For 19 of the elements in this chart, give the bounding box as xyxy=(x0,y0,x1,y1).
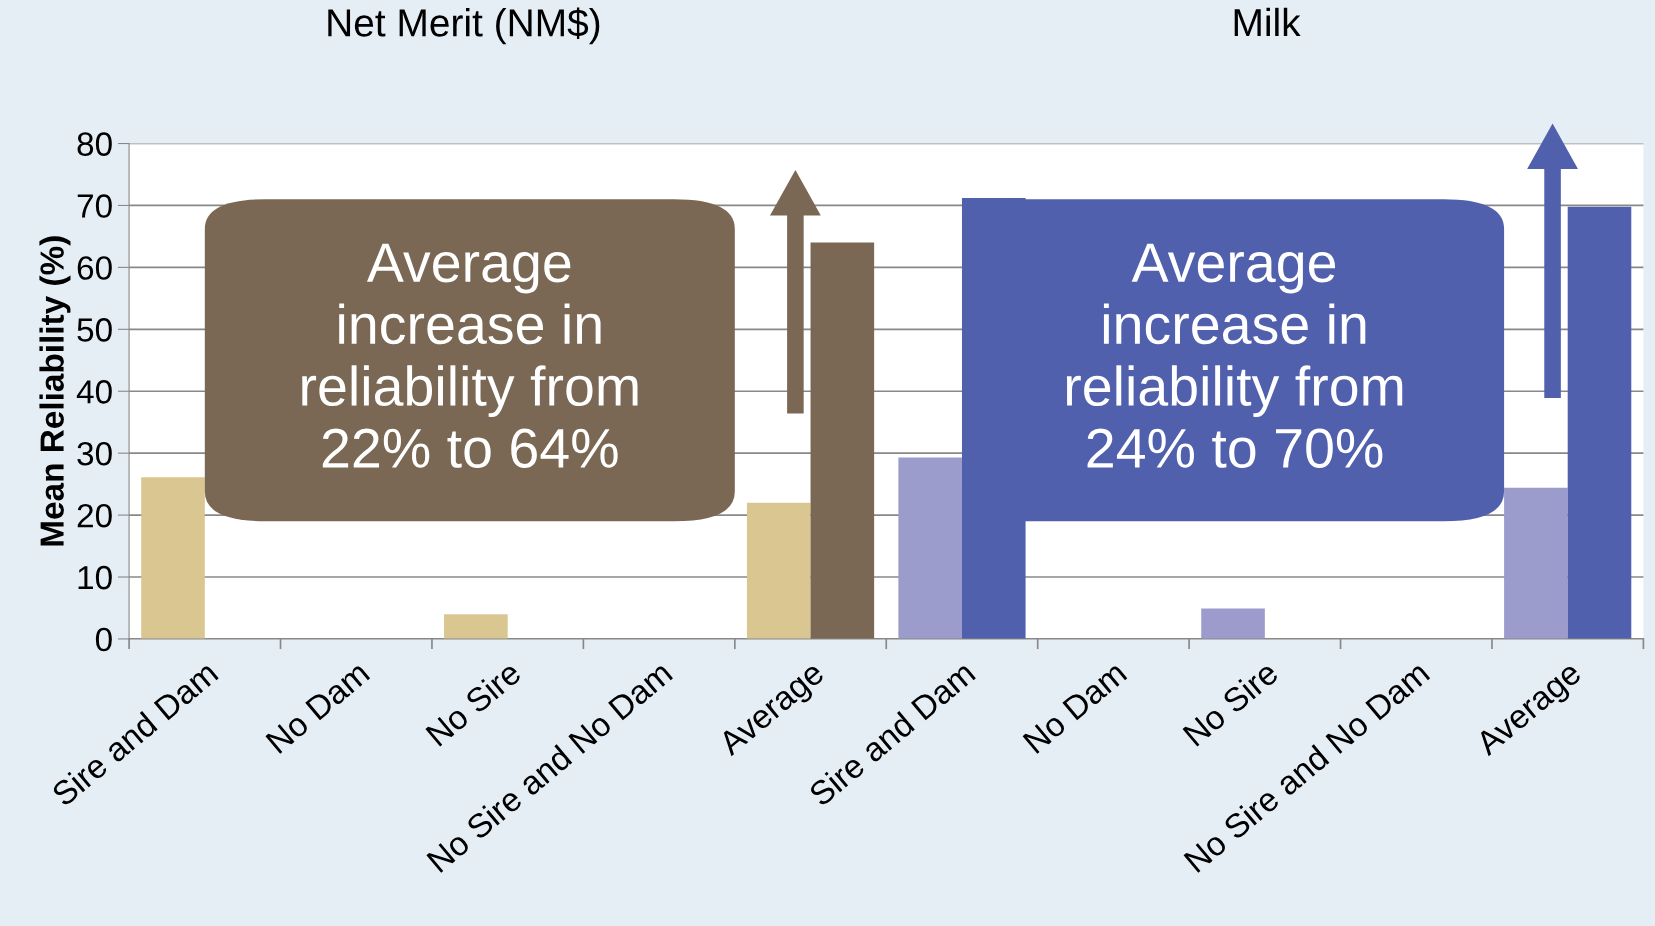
y-tick-label: 60 xyxy=(77,256,112,280)
y-tick-label: 30 xyxy=(77,441,112,466)
y-tick-label: 80 xyxy=(77,132,112,156)
y-tick-label: 0 xyxy=(95,627,112,652)
y-tick-label: 10 xyxy=(78,565,112,590)
x-tick-label: No Dam xyxy=(265,660,371,754)
annotation: Average increase in reliability from 24% to 70% xyxy=(1066,243,1403,468)
x-tick-label: No Dam xyxy=(1022,660,1128,754)
x-tick-label: Sire and Dam xyxy=(49,659,219,808)
y-tick-label: 40 xyxy=(76,380,112,404)
text: Net Merit (NM$) xyxy=(328,7,600,45)
annotation: Average increase in reliability from 22% to 64% xyxy=(302,243,638,468)
y-tick-label: 20 xyxy=(77,503,112,528)
x-tick-label: No Sire xyxy=(1181,659,1280,747)
text: Milk xyxy=(1234,7,1301,36)
y-axis-title: Mean Reliability (%) xyxy=(39,236,71,546)
y-tick-label: 50 xyxy=(77,318,112,342)
y-tick-label: 70 xyxy=(77,194,112,218)
x-tick-label: No Sire xyxy=(424,659,523,747)
